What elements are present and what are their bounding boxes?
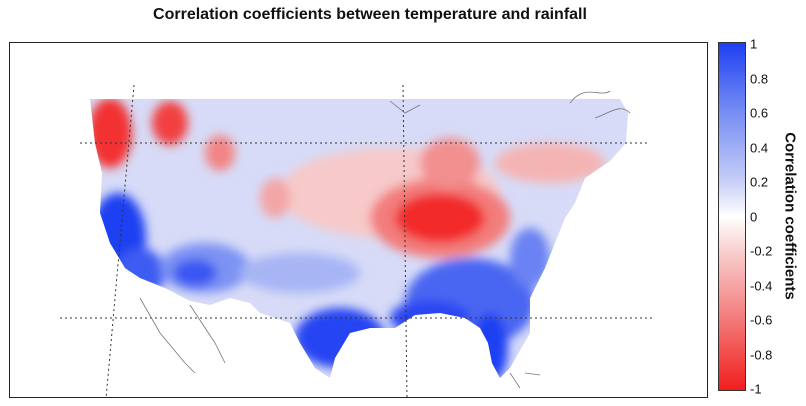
colorbar-tick: 0.6: [750, 105, 769, 121]
colorbar: [718, 42, 746, 391]
colorbar-tick: 0.4: [750, 140, 769, 155]
colorbar-tick: -0.8: [750, 347, 773, 362]
graticule: [60, 84, 655, 397]
colorbar-tick: -1: [750, 381, 762, 397]
correlation-field: [90, 99, 628, 378]
colorbar-tick: 0.8: [750, 71, 769, 86]
colorbar-tick: -0.6: [750, 312, 773, 328]
colorbar-label: Correlation coefficients: [781, 132, 799, 300]
chart-title: Correlation coefficients between tempera…: [153, 6, 587, 23]
colorbar-tick: -0.4: [750, 278, 773, 293]
colorbar-tick: 0: [750, 209, 758, 224]
map-panel: [9, 42, 708, 398]
us-correlation-map: [60, 84, 655, 397]
coastlines: [139, 90, 631, 389]
colorbar-tick: -0.2: [750, 243, 773, 259]
colorbar-tick: 0.2: [750, 174, 769, 190]
colorbar-tick: 1: [750, 36, 758, 52]
